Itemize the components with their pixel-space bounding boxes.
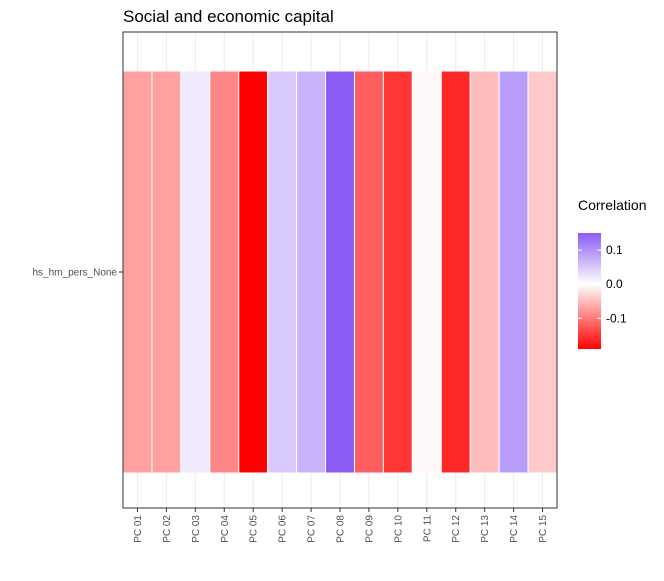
heatmap-tile bbox=[296, 70, 327, 474]
x-tick-label: PC 13 bbox=[480, 515, 491, 543]
heatmap-tile bbox=[267, 70, 298, 474]
legend-title: Correlation bbox=[578, 197, 646, 213]
x-tick-label: PC 09 bbox=[364, 515, 375, 543]
x-tick-label: PC 07 bbox=[307, 515, 318, 543]
y-tick-label: hs_hm_pers_None bbox=[33, 268, 118, 279]
heatmap-tile bbox=[180, 70, 211, 474]
x-axis: PC 01 PC 02 PC 03 PC 04 PC 05 PC 06 PC 07 PC 08… bbox=[133, 508, 549, 543]
heatmap-tile bbox=[527, 70, 558, 474]
x-tick-label: PC 04 bbox=[220, 515, 231, 543]
legend-label: 0.0 bbox=[606, 277, 623, 291]
heatmap-tile bbox=[382, 70, 413, 474]
x-tick-label: PC 03 bbox=[191, 515, 202, 543]
heatmap-tile bbox=[238, 70, 269, 474]
heatmap-tile bbox=[353, 70, 384, 474]
x-tick-label: PC 08 bbox=[336, 515, 347, 543]
legend-label: 0.1 bbox=[606, 243, 623, 257]
x-tick-label: PC 14 bbox=[509, 515, 520, 543]
x-tick-label: PC 01 bbox=[133, 515, 144, 543]
heatmap-tile bbox=[411, 70, 442, 474]
x-tick-label: PC 12 bbox=[451, 515, 462, 543]
heatmap-tile bbox=[209, 70, 240, 474]
heatmap-tile bbox=[469, 70, 500, 474]
x-tick-label: PC 05 bbox=[249, 515, 260, 543]
x-tick-label: PC 15 bbox=[538, 515, 549, 543]
heatmap-tile bbox=[325, 70, 355, 474]
x-tick-label: PC 06 bbox=[278, 515, 289, 543]
chart-title: Social and economic capital bbox=[123, 7, 334, 26]
x-tick-label: PC 10 bbox=[393, 515, 404, 543]
heatmap-tile bbox=[151, 70, 182, 474]
heatmap-tile bbox=[440, 70, 471, 474]
y-axis: hs_hm_pers_None bbox=[33, 268, 123, 279]
x-tick-label: PC 11 bbox=[422, 515, 433, 542]
x-tick-label: PC 02 bbox=[162, 515, 173, 543]
legend: Correlation 0.1 0.0 -0.1 bbox=[578, 197, 646, 349]
legend-label: -0.1 bbox=[606, 311, 627, 325]
legend-colorbar bbox=[578, 233, 601, 349]
heatmap-tiles bbox=[122, 70, 558, 474]
heatmap-tile bbox=[498, 70, 529, 474]
heatmap-tile bbox=[122, 70, 153, 474]
